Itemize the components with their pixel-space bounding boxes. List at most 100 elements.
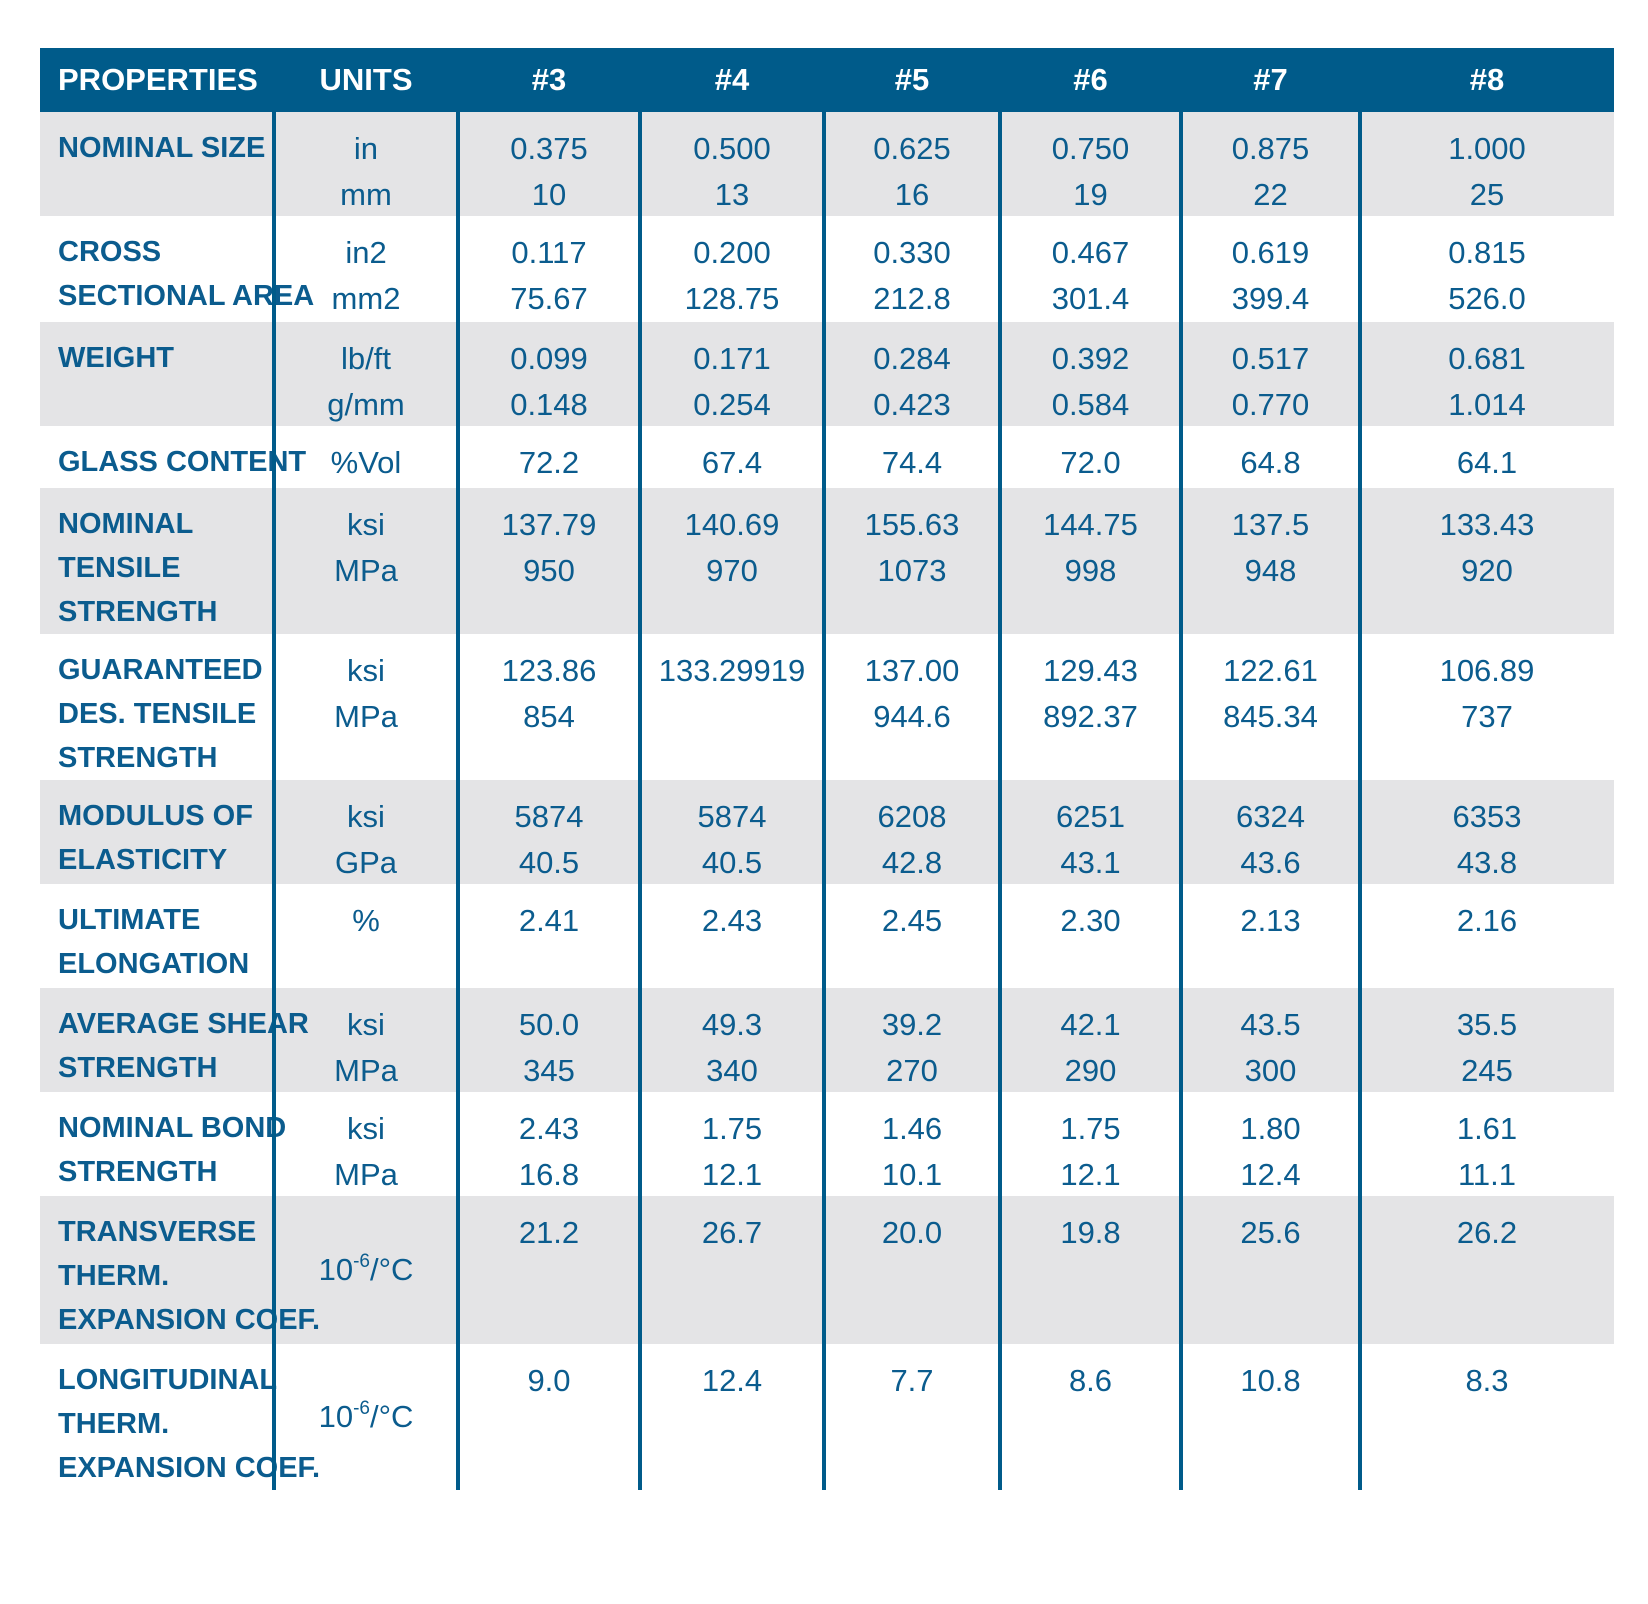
value-cell-size-6: 1.75 12.1 — [1000, 1092, 1181, 1198]
unit-suffix: /°C — [369, 1252, 414, 1287]
value: 144.75 — [1043, 507, 1138, 542]
value: 1.80 — [1240, 1111, 1301, 1146]
value: 6208 — [877, 799, 947, 834]
property-name-line: DES. TENSILE — [58, 698, 257, 730]
value-cell-size-8: 0.815 526.0 — [1360, 216, 1614, 322]
unit-label: MPa — [334, 553, 398, 588]
value-cell-size-5: 39.2 270 — [824, 988, 1000, 1094]
value-cell-size-3: 2.43 16.8 — [458, 1092, 640, 1198]
value: 737 — [1461, 699, 1513, 734]
value-cell-size-5: 6208 42.8 — [824, 780, 1000, 886]
value: 345 — [523, 1053, 575, 1088]
value-cell-size-6: 8.6 — [1000, 1344, 1181, 1490]
value: 12.4 — [1240, 1157, 1301, 1192]
unit-label: ksi — [347, 1007, 385, 1042]
unit-label: ksi — [347, 799, 385, 834]
value: 1.75 — [1060, 1111, 1121, 1146]
value: 1.61 — [1456, 1111, 1518, 1146]
property-name-line: NOMINAL — [58, 508, 194, 540]
header-cell-size-5: #5 — [894, 62, 930, 97]
value: 9.0 — [527, 1363, 571, 1398]
value-cell-size-7: 137.5 948 — [1181, 488, 1360, 634]
value: 49.3 — [701, 1007, 763, 1042]
property-name: TRANSVERSE THERM. EXPANSION COEF. — [40, 1196, 321, 1344]
value: 950 — [523, 553, 575, 588]
property-name-line: STRENGTH — [58, 742, 218, 774]
value: 0.117 — [511, 235, 587, 270]
units-cell: %Vol — [274, 426, 458, 488]
property-name-line: NOMINAL SIZE — [58, 132, 266, 164]
column-divider — [272, 112, 276, 1490]
value-cell-size-7: 64.8 — [1181, 426, 1360, 488]
value-cell-size-6: 144.75 998 — [1000, 488, 1181, 634]
unit-label: lb/ft — [341, 341, 391, 376]
column-divider — [1358, 112, 1362, 1490]
value-cell-size-3: 137.79 950 — [458, 488, 640, 634]
value-cell-size-6: 129.43 892.37 — [1000, 634, 1181, 780]
unit-label: mm — [340, 177, 392, 212]
value-cell-size-5: 7.7 — [824, 1344, 1000, 1490]
value-cell-size-6: 2.30 — [1000, 884, 1181, 988]
property-name-line: TENSILE — [58, 552, 181, 584]
value: 74.4 — [881, 445, 943, 480]
value-cell-size-4: 12.4 — [640, 1344, 824, 1490]
value-cell-size-4: 1.75 12.1 — [640, 1092, 824, 1198]
value: 10 — [531, 177, 567, 212]
property-name: LONGITUDINAL THERM. EXPANSION COEF. — [40, 1344, 320, 1490]
header-cell-size-4: #4 — [714, 62, 750, 97]
table-row: WEIGHT lb/ft g/mm 0.099 0.148 0.171 0.254 0.284… — [40, 322, 1614, 426]
value-cell-size-7: 25.6 — [1181, 1196, 1360, 1344]
property-name-line: EXPANSION COEF. — [58, 1304, 321, 1336]
value-cell-size-8: 1.61 11.1 — [1360, 1092, 1614, 1198]
value: 0.875 — [1231, 131, 1310, 166]
value-cell-size-3: 123.86 854 — [458, 634, 640, 780]
value: 2.30 — [1060, 903, 1121, 938]
property-name-line: AVERAGE SHEAR — [58, 1008, 309, 1040]
value: 137.79 — [501, 507, 597, 542]
value-cell-size-7: 43.5 300 — [1181, 988, 1360, 1094]
value: 0.681 — [1448, 341, 1526, 376]
value: 10.1 — [881, 1157, 943, 1192]
value-cell-size-6: 0.750 19 — [1000, 112, 1181, 218]
value: 75.67 — [510, 281, 588, 316]
value: 43.8 — [1456, 845, 1518, 880]
value: 948 — [1244, 553, 1297, 588]
value-cell-size-8: 133.43 920 — [1360, 488, 1614, 634]
unit-label: 10-6/°C — [319, 1247, 414, 1293]
value: 122.61 — [1223, 653, 1318, 688]
value: 1.46 — [881, 1111, 943, 1146]
value: 25.6 — [1240, 1215, 1301, 1250]
value-cell-size-6: 0.392 0.584 — [1000, 322, 1181, 428]
value-cell-size-8: 106.89 737 — [1360, 634, 1614, 780]
value-cell-size-5: 1.46 10.1 — [824, 1092, 1000, 1198]
value-cell-size-6: 72.0 — [1000, 426, 1181, 488]
value: 0.770 — [1231, 387, 1310, 422]
value: 0.584 — [1051, 387, 1130, 422]
value: 11.1 — [1457, 1157, 1517, 1192]
value: 0.099 — [510, 341, 588, 376]
value: 67.4 — [701, 445, 763, 480]
value: 8.3 — [1465, 1363, 1509, 1398]
value-cell-size-5: 0.330 212.8 — [824, 216, 1000, 322]
value: 7.7 — [890, 1363, 934, 1398]
value: 0.148 — [510, 387, 588, 422]
property-name: GLASS CONTENT — [40, 426, 306, 488]
value-cell-size-5: 74.4 — [824, 426, 1000, 488]
value-cell-size-7: 0.517 0.770 — [1181, 322, 1360, 428]
table-row: NOMINAL SIZE in mm 0.375 10 0.500 13 0.625 16 0.7… — [40, 112, 1614, 216]
property-name-line: THERM. — [58, 1260, 170, 1292]
units-cell: 10-6/°C — [274, 1344, 458, 1490]
value: 920 — [1461, 553, 1513, 588]
column-divider — [998, 112, 1002, 1490]
value: 129.43 — [1043, 653, 1138, 688]
property-name-line: SECTIONAL AREA — [58, 280, 315, 312]
property-name: GUARANTEED DES. TENSILE STRENGTH — [40, 634, 274, 780]
value: 6324 — [1236, 799, 1305, 834]
value-cell-size-7: 10.8 — [1181, 1344, 1360, 1490]
value-cell-size-7: 0.875 22 — [1181, 112, 1360, 218]
properties-table: PROPERTIES UNITS #3 #4 #5 #6 #7 #8 NOMINAL SIZE… — [40, 48, 1614, 1490]
value-cell-size-4: 0.200 128.75 — [640, 216, 824, 322]
value: 0.750 — [1051, 131, 1130, 166]
value-cell-size-4: 140.69 970 — [640, 488, 824, 634]
value: 0.375 — [510, 131, 588, 166]
